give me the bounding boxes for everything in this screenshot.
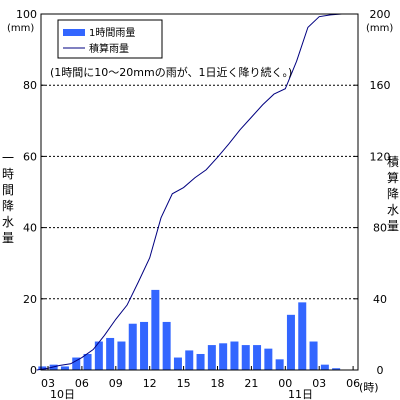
right-axis-unit: (mm) [366,23,393,34]
rain-bar [83,353,92,370]
left-axis-unit: (mm) [7,23,34,34]
rain-bar [332,368,341,370]
rain-bar [275,359,284,370]
left-axis-ticks: 0 20 40 60 80 100 [16,8,45,377]
right-axis-ticks: 0 40 80 120 160 200 [354,8,391,377]
rain-bar [196,353,205,370]
rain-bar [219,343,228,370]
x-tick-label: 09 [109,377,123,390]
axis-label-char: 時 [2,167,14,181]
left-tick-label: 40 [23,222,37,235]
legend-box [57,19,163,59]
x-tick-label: 06 [346,377,360,390]
x-tick-label: 06 [75,377,89,390]
legend-line-label: 積算雨量 [89,42,129,55]
rain-bar [264,348,273,370]
right-tick-label: 120 [370,150,391,163]
rain-bar [207,345,216,370]
right-tick-label: 40 [373,293,387,306]
axis-label-char: 水 [2,215,14,229]
rain-bar [117,341,126,370]
legend-bar-swatch [63,29,85,36]
x-tick-label: 03 [41,377,55,390]
rain-bar [309,341,318,370]
cumulative-rain-line [36,13,354,371]
axis-label-char: 一 [2,151,14,165]
hourly-rain-bars [38,289,341,370]
rain-bar [162,321,171,370]
axis-label-char: 算 [387,170,399,185]
rain-bar [128,323,137,370]
x-tick-label: 00 [278,377,292,390]
x-axis-ticks: 03 06 09 12 15 18 21 00 03 06 [41,366,360,390]
right-tick-label: 200 [370,8,391,21]
day-label-11: 11日 [288,388,313,400]
legend: 1時間雨量 積算雨量 [57,19,163,59]
legend-bar-label: 1時間雨量 [89,27,135,39]
left-tick-label: 60 [23,150,37,163]
x-tick-label: 21 [244,377,258,390]
rain-bar [140,321,149,370]
rain-bar [253,345,262,370]
right-tick-label: 0 [377,364,384,377]
right-tick-label: 80 [373,222,387,235]
rain-bar [230,341,239,370]
rain-bar [60,366,69,370]
left-tick-label: 0 [30,364,37,377]
axis-label-char: 降 [2,199,14,213]
x-tick-label: 18 [211,377,225,390]
x-tick-label: 03 [312,377,326,390]
chart-note: (1時間に10～20mmの雨が、1日近く降り続く。) [50,65,292,79]
left-tick-label: 20 [23,293,37,306]
rain-bar [320,364,329,370]
rain-bar [38,366,47,370]
rain-bar [241,345,250,370]
left-tick-label: 100 [16,8,37,21]
axis-label-char: 量 [387,219,399,233]
rain-bar [72,357,81,370]
rain-bar [298,302,307,370]
left-tick-label: 80 [23,79,37,92]
day-label-10: 10日 [50,388,75,400]
rain-bar [185,350,194,370]
rain-bar [94,341,103,370]
rain-bar [173,357,182,370]
rain-bar [151,289,160,370]
x-tick-label: 15 [177,377,191,390]
axis-label-char: 間 [2,183,14,197]
grid-lines [41,84,358,300]
plot-frame [40,13,359,371]
x-tick-label: 12 [143,377,157,390]
axis-label-char: 量 [2,231,14,245]
axis-label-char: 降 [387,187,399,201]
right-tick-label: 160 [370,79,391,92]
rain-bar [106,337,115,370]
x-axis-unit: (時) [359,381,379,394]
axis-label-char: 積 [387,154,399,169]
rain-bar [286,314,295,370]
axis-label-char: 水 [387,203,399,217]
